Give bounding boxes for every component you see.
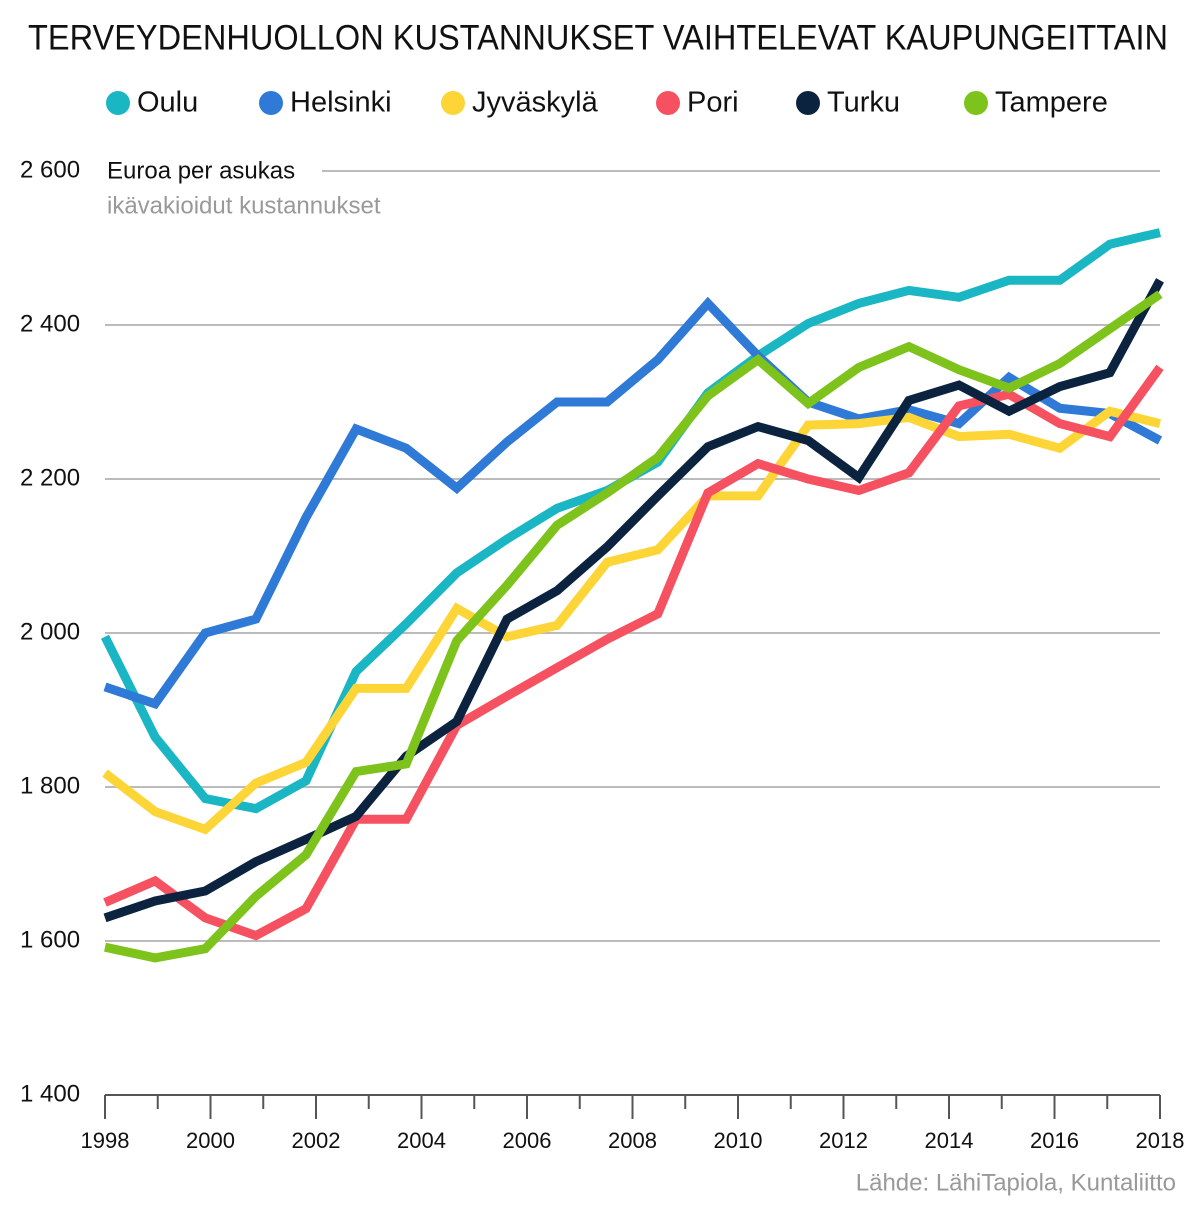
series-line <box>103 278 1164 923</box>
x-tick-label: 2002 <box>292 1128 341 1153</box>
y-tick-label: 2 000 <box>20 618 80 645</box>
x-tick-label: 2000 <box>186 1128 235 1153</box>
legend-label: Helsinki <box>290 87 392 119</box>
x-tick-label: 1998 <box>81 1128 130 1153</box>
legend-marker <box>796 91 820 115</box>
grid: 1 400 1 600 1 800 2 000 2 200 2 400 2 600 1998 2… <box>20 156 1184 1152</box>
series-line <box>103 364 1164 941</box>
x-tick-label: 2010 <box>714 1128 763 1153</box>
legend-label: Pori <box>687 87 739 119</box>
y-tick-label: 2 600 <box>20 156 80 183</box>
series-line <box>102 406 1162 835</box>
y-tick-label: 2 400 <box>20 310 80 337</box>
legend-marker <box>964 91 988 115</box>
x-tick-label: 2012 <box>819 1128 868 1153</box>
legend-marker <box>656 91 680 115</box>
y-tick-label: 2 200 <box>20 464 80 491</box>
legend-marker <box>259 91 283 115</box>
legend-label: Tampere <box>995 87 1108 119</box>
legend-label: Oulu <box>137 87 198 119</box>
series-line <box>103 296 1163 710</box>
series-line <box>104 290 1163 963</box>
x-tick-label: 2018 <box>1136 1128 1185 1153</box>
legend-marker <box>106 91 130 115</box>
legend-label: Turku <box>827 87 900 119</box>
y-tick-label: 1 400 <box>20 1080 80 1107</box>
x-tick-label: 2008 <box>608 1128 657 1153</box>
legend-label: Jyväskylä <box>472 87 599 119</box>
y-tick-label: 1 600 <box>20 926 80 953</box>
x-tick-label: 2004 <box>397 1128 446 1153</box>
x-tick-label: 2014 <box>925 1128 974 1153</box>
annotation-background <box>100 150 322 230</box>
x-tick-label: 2006 <box>503 1128 552 1153</box>
annotation: ikävakioidut kustannukset <box>107 192 381 219</box>
annotation: Euroa per asukas <box>107 157 295 184</box>
chart-title: TERVEYDENHUOLLON KUSTANNUKSET VAIHTELEVA… <box>28 18 1168 57</box>
legend-marker <box>441 91 465 115</box>
x-tick-label: 2016 <box>1030 1128 1079 1153</box>
y-tick-label: 1 800 <box>20 772 80 799</box>
source: Lähde: LähiTapiola, Kuntaliitto <box>856 1169 1176 1196</box>
